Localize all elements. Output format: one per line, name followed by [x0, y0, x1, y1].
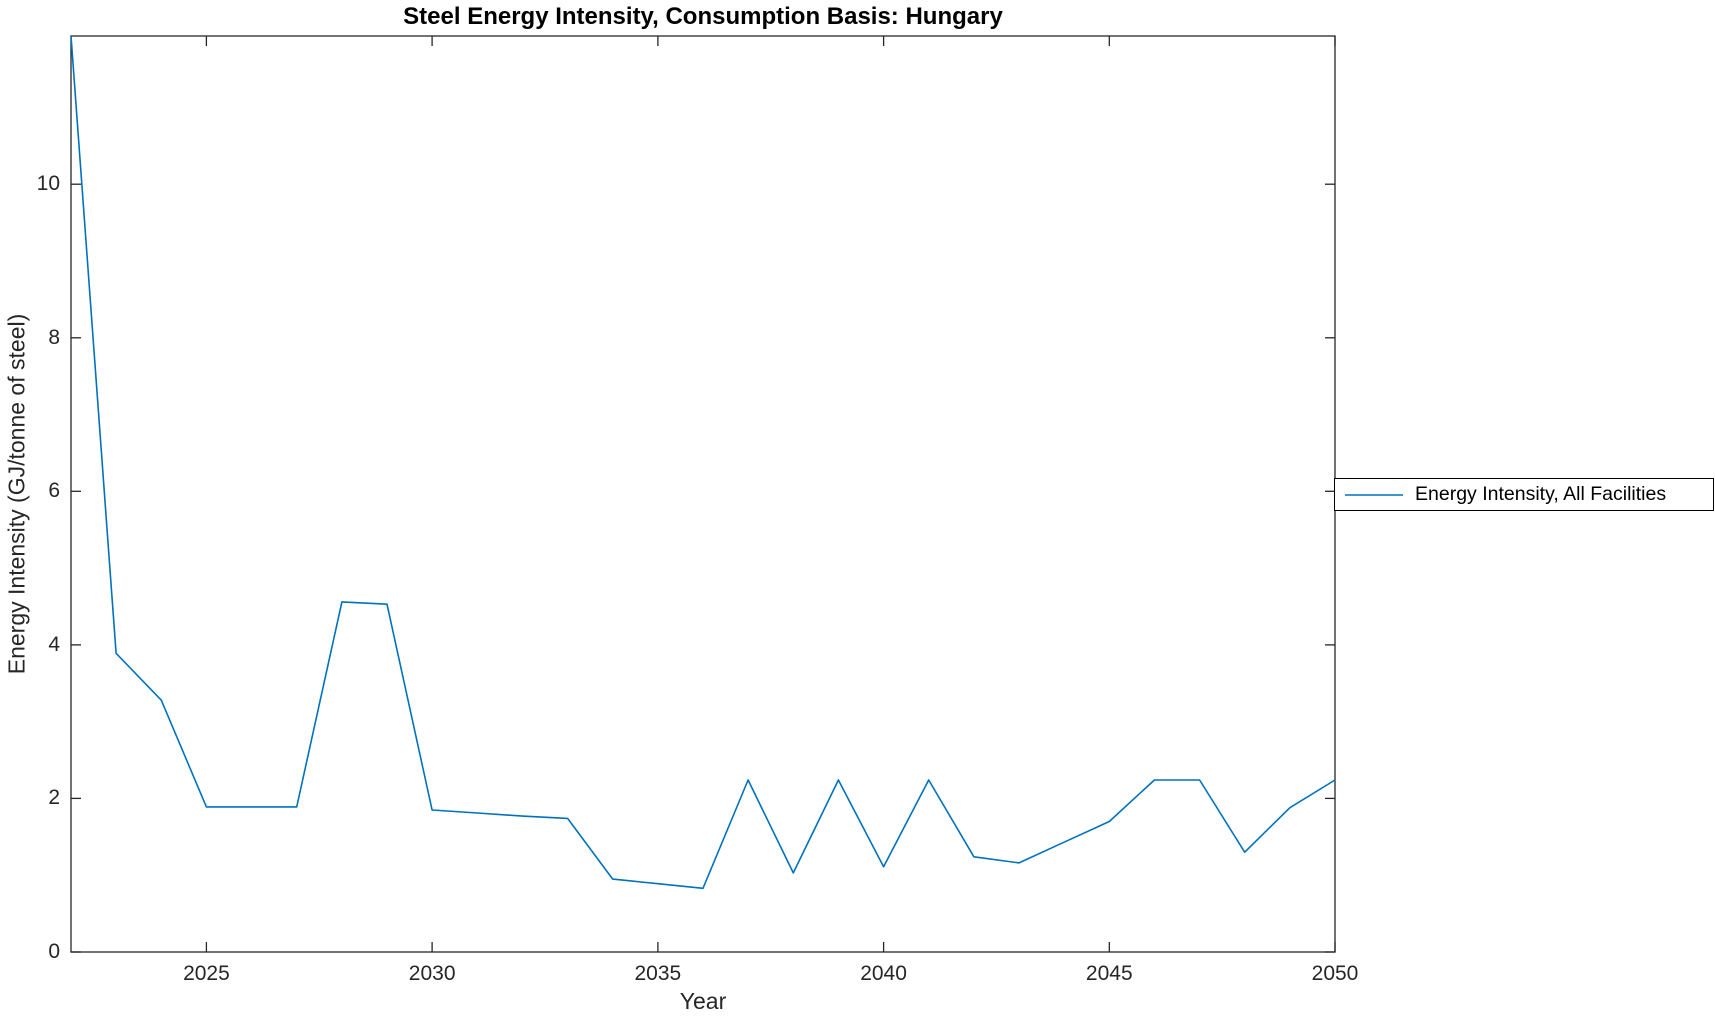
x-tick-label: 2050: [1311, 962, 1359, 985]
legend-line-sample-icon: [1345, 493, 1403, 496]
legend-entry-label: Energy Intensity, All Facilities: [1415, 483, 1667, 505]
x-axis-label: Year: [679, 988, 727, 1014]
axes-box: [70, 35, 1336, 953]
y-tick-label: 8: [48, 325, 60, 349]
y-tick-label: 4: [48, 632, 60, 656]
y-axis-label: Energy Intensity (GJ/tonne of steel): [3, 313, 30, 675]
x-tick-label: 2045: [1085, 962, 1133, 985]
x-tick-label: 2040: [860, 962, 907, 985]
chart-title: Steel Energy Intensity, Consumption Basi…: [403, 3, 1003, 30]
x-tick-label: 2030: [408, 962, 456, 985]
x-tick-label: 2035: [634, 962, 682, 985]
y-tick-label: 0: [48, 940, 60, 963]
y-tick-label: 2: [48, 786, 60, 810]
legend: Energy Intensity, All Facilities: [1334, 478, 1714, 511]
y-tick-label: 6: [48, 479, 60, 503]
y-tick-label: 10: [36, 172, 60, 196]
x-tick-label: 2025: [183, 962, 230, 985]
energy-intensity-line: [70, 35, 1336, 890]
